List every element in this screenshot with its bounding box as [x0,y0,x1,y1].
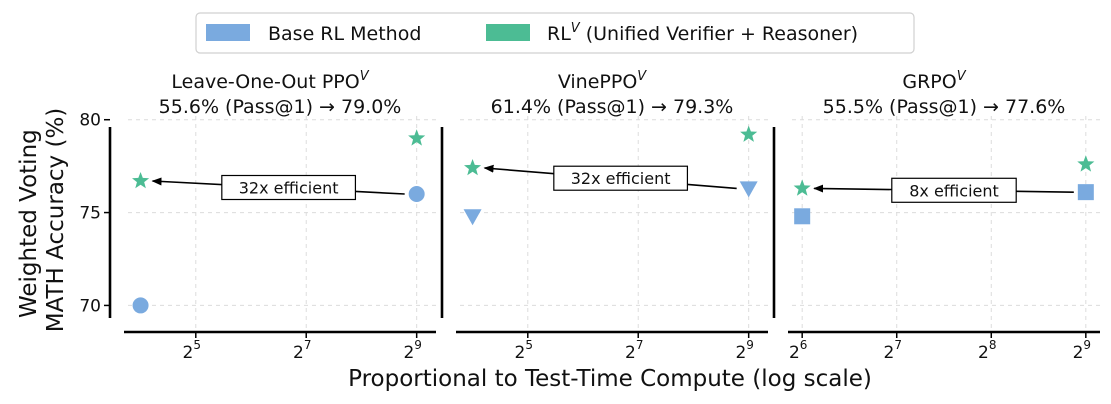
panels: 70 75 80 25 27 29 Leave-One-Out PPOV 55.6% (Pas… [79,69,1100,363]
legend-swatch-rlv [486,24,530,41]
panel-subtitle: 55.6% (Pass@1) → 79.0% [159,96,402,118]
base-point-0 [463,209,482,226]
efficiency-label-box [553,165,689,191]
y-tick-label-0: 70 [79,296,101,316]
panel-subtitle: 55.5% (Pass@1) → 77.6% [823,96,1066,118]
x-tick-label-1: 27 [293,338,311,363]
x-tick-label-3: 29 [1073,338,1091,363]
panel-2: 25 27 29 VinePPOV 61.4% (Pass@1) → 79.3% 32x … [440,69,768,363]
efficiency-label: 32x efficient [571,169,671,188]
rlv-point-0 [132,172,150,189]
legend: Base RL Method RLV (Unified Verifier + R… [195,12,915,54]
base-point-0 [794,208,811,225]
rlv-point-1 [740,125,758,142]
efficiency-label: 32x efficient [239,179,339,198]
rlv-point-1 [1077,155,1095,172]
rlv-point-0 [793,179,811,196]
efficiency-label-box [891,177,1017,203]
panel-3: 26 27 28 29 GRPOV 55.5% (Pass@1) → 77.6% 8x ef… [772,69,1100,363]
efficiency-label: 8x efficient [909,181,999,200]
legend-swatch-base [206,24,250,41]
panel-title: Leave-One-Out PPOV [171,69,369,93]
x-tick-label-0: 25 [515,338,533,363]
x-tick-label-2: 29 [403,338,421,363]
base-point-1 [1077,184,1094,201]
x-axis-label: Proportional to Test-Time Compute (log s… [348,366,872,392]
x-tick-label-2: 28 [978,338,996,363]
panel-title: GRPOV [902,69,966,93]
efficiency-label-box [221,174,357,201]
x-tick-label-1: 27 [883,338,901,363]
y-tick-label-1: 75 [79,204,101,224]
panel-title: VinePPOV [558,69,647,93]
base-point-1 [739,181,758,198]
base-point-0 [132,297,149,314]
x-tick-label-0: 26 [789,338,807,363]
legend-label-base: Base RL Method [268,23,421,45]
base-point-1 [408,186,425,202]
panel-subtitle: 61.4% (Pass@1) → 79.3% [491,96,734,118]
legend-label-rlv-sup: V [571,21,581,36]
panel-1: 70 75 80 25 27 29 Leave-One-Out PPOV 55.6% (Pas… [79,69,436,363]
legend-label-rlv: RLV (Unified Verifier + Reasoner) [547,21,858,45]
legend-frame [195,12,915,54]
x-tick-label-0: 25 [183,338,201,363]
x-tick-label-2: 29 [735,338,753,363]
y-tick-label-2: 80 [79,111,101,131]
y-axis-label: Weighted Voting MATH Accuracy (%) [16,108,69,333]
x-tick-label-1: 27 [625,338,643,363]
rlv-point-1 [408,129,426,146]
rlv-point-0 [464,159,482,176]
